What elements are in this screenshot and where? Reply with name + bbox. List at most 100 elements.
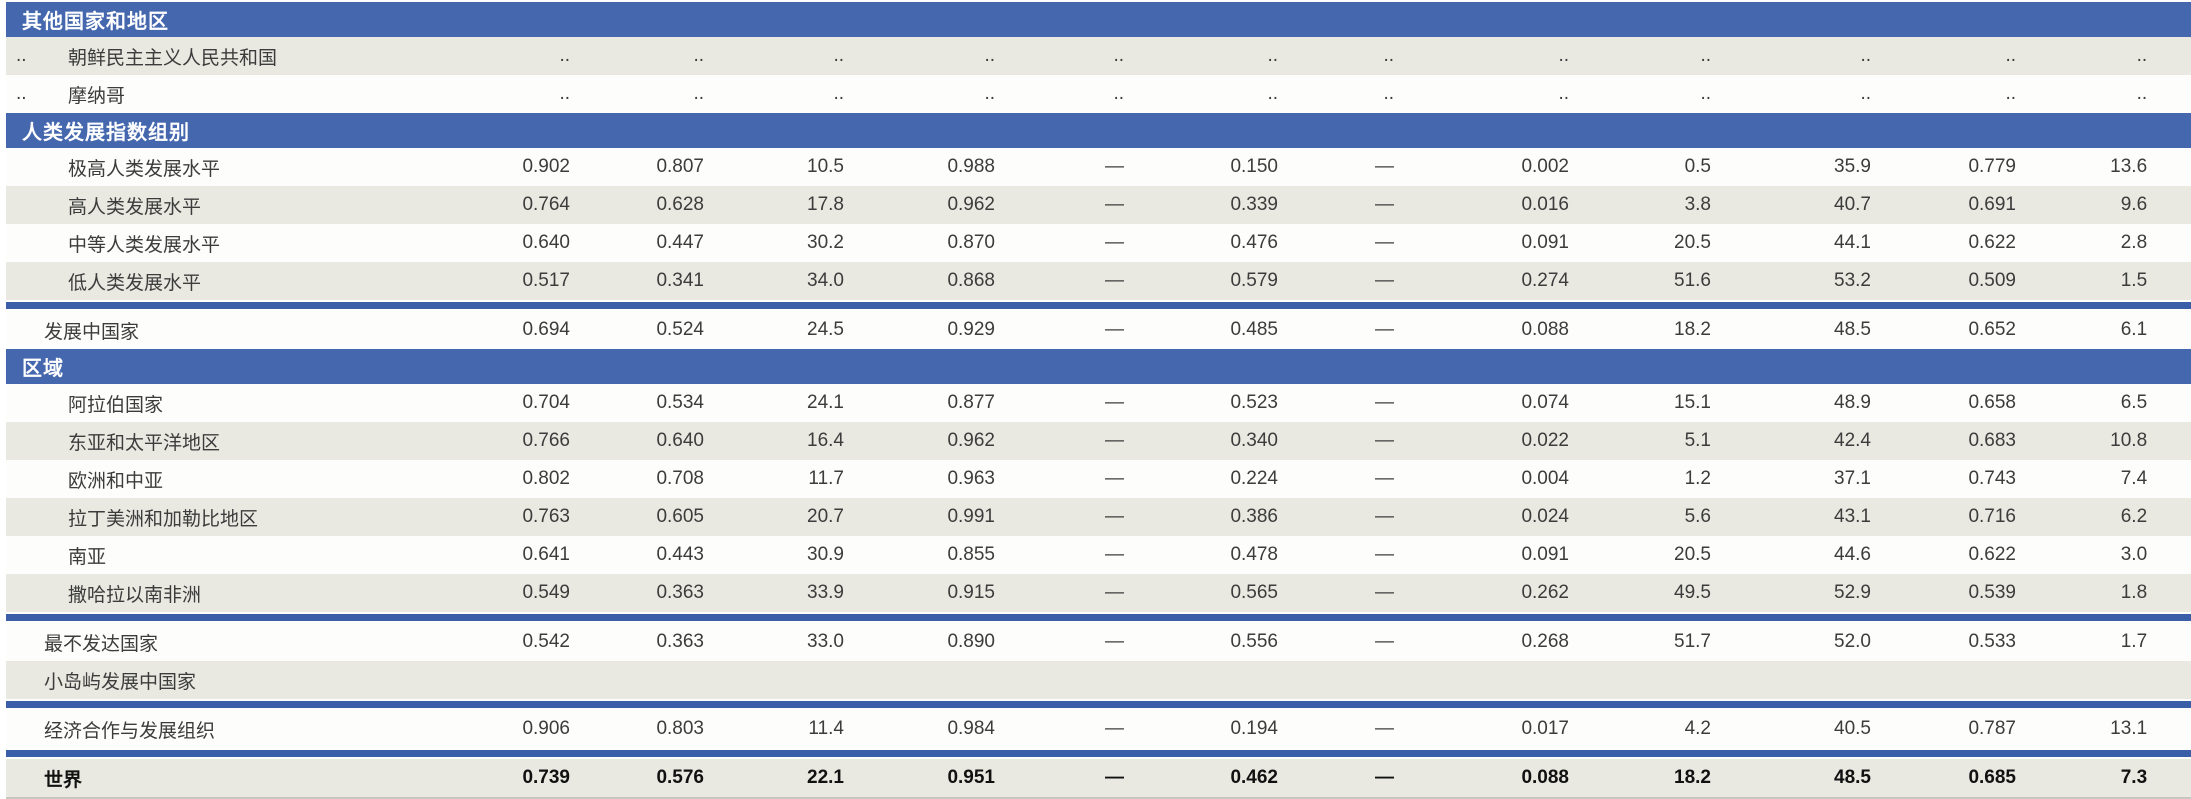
value-cell: — — [997, 574, 1126, 613]
value-cell: .. — [706, 75, 846, 113]
value-cell: 0.517 — [336, 262, 572, 301]
value-cell: 11.7 — [706, 460, 846, 498]
value-cell: 1.5 — [2018, 262, 2191, 301]
value-cell: 0.509 — [1873, 262, 2018, 301]
value-cell: 0.339 — [1126, 186, 1280, 224]
rank-cell — [6, 186, 36, 224]
value-cell: 52.9 — [1713, 574, 1873, 613]
value-cell: 40.5 — [1713, 709, 1873, 749]
value-cell: — — [1280, 758, 1396, 797]
value-cell — [1713, 661, 1873, 700]
value-cell: — — [1280, 709, 1396, 749]
row-name-cell: 最不发达国家 — [36, 622, 336, 661]
value-cell — [1873, 661, 2018, 700]
value-cell: 49.5 — [1571, 574, 1713, 613]
rank-cell — [6, 622, 36, 661]
table-row: 小岛屿发展中国家 — [6, 661, 2191, 700]
row-name-cell: 经济合作与发展组织 — [36, 709, 336, 749]
value-cell: 5.1 — [1571, 422, 1713, 460]
value-cell: .. — [1126, 37, 1280, 75]
value-cell: 6.2 — [2018, 498, 2191, 536]
value-cell: 0.902 — [336, 148, 572, 186]
value-cell: 0.539 — [1873, 574, 2018, 613]
value-cell: 0.091 — [1396, 536, 1571, 574]
value-cell: — — [1280, 622, 1396, 661]
rank-cell — [6, 460, 36, 498]
value-cell: 51.6 — [1571, 262, 1713, 301]
value-cell: 0.476 — [1126, 224, 1280, 262]
value-cell: — — [997, 310, 1126, 349]
value-cell: 48.5 — [1713, 758, 1873, 797]
table-row: 经济合作与发展组织 0.906 0.803 11.4 0.984—0.194—0.017… — [6, 709, 2191, 749]
value-cell: 0.622 — [1873, 536, 2018, 574]
row-name-cell: 拉丁美洲和加勒比地区 — [36, 498, 336, 536]
value-cell: 0.262 — [1396, 574, 1571, 613]
value-cell: — — [1280, 422, 1396, 460]
value-cell: 0.915 — [846, 574, 997, 613]
value-cell: 0.363 — [572, 574, 706, 613]
value-cell: .. — [706, 37, 846, 75]
value-cell: .. — [1873, 37, 2018, 75]
value-cell: 40.7 — [1713, 186, 1873, 224]
table-row: 极高人类发展水平 0.902 0.807 10.5 0.988—0.150—0.002 0… — [6, 148, 2191, 186]
value-cell: 0.524 — [572, 310, 706, 349]
value-cell: — — [997, 384, 1126, 422]
value-cell: 0.565 — [1126, 574, 1280, 613]
value-cell: 0.991 — [846, 498, 997, 536]
value-cell: 24.5 — [706, 310, 846, 349]
value-cell: 42.4 — [1713, 422, 1873, 460]
table-row: 南亚 0.641 0.443 30.9 0.855—0.478—0.091 20.5 44.… — [6, 536, 2191, 574]
value-cell: 24.1 — [706, 384, 846, 422]
value-cell: — — [997, 758, 1126, 797]
value-cell: 6.1 — [2018, 310, 2191, 349]
value-cell: 0.766 — [336, 422, 572, 460]
value-cell: 0.963 — [846, 460, 997, 498]
value-cell: 0.779 — [1873, 148, 2018, 186]
row-name-cell: 摩纳哥 — [36, 75, 336, 113]
value-cell: 48.5 — [1713, 310, 1873, 349]
value-cell: — — [997, 262, 1126, 301]
rank-cell — [6, 661, 36, 700]
value-cell: 0.984 — [846, 709, 997, 749]
value-cell: 0.622 — [1873, 224, 2018, 262]
value-cell: — — [997, 622, 1126, 661]
value-cell: — — [997, 498, 1126, 536]
value-cell: .. — [997, 75, 1126, 113]
value-cell: 0.017 — [1396, 709, 1571, 749]
value-cell: 0.363 — [572, 622, 706, 661]
value-cell: 0.988 — [846, 148, 997, 186]
value-cell: .. — [1280, 75, 1396, 113]
table-row: 东亚和太平洋地区 0.766 0.640 16.4 0.962—0.340—0.022 5… — [6, 422, 2191, 460]
value-cell: 6.5 — [2018, 384, 2191, 422]
value-cell: — — [1280, 460, 1396, 498]
value-cell: 1.7 — [2018, 622, 2191, 661]
value-cell: 0.929 — [846, 310, 997, 349]
value-cell: 0.194 — [1126, 709, 1280, 749]
value-cell: 0.091 — [1396, 224, 1571, 262]
value-cell: 0.004 — [1396, 460, 1571, 498]
value-cell: 0.462 — [1126, 758, 1280, 797]
value-cell — [336, 661, 572, 700]
value-cell: 0.628 — [572, 186, 706, 224]
value-cell: 1.2 — [1571, 460, 1713, 498]
row-name-cell: 极高人类发展水平 — [36, 148, 336, 186]
value-cell: 0.640 — [572, 422, 706, 460]
value-cell: 10.5 — [706, 148, 846, 186]
rank-cell: .. — [6, 37, 36, 75]
value-cell: 5.6 — [1571, 498, 1713, 536]
value-cell: — — [1280, 498, 1396, 536]
value-cell: .. — [572, 37, 706, 75]
value-cell: 7.3 — [2018, 758, 2191, 797]
value-cell: — — [997, 422, 1126, 460]
value-cell: 51.7 — [1571, 622, 1713, 661]
value-cell: 20.5 — [1571, 536, 1713, 574]
rank-cell — [6, 498, 36, 536]
report-table-page: 其他国家和地区.. 朝鲜民主主义人民共和国....................… — [6, 2, 2191, 799]
value-cell: 0.447 — [572, 224, 706, 262]
section-band-label: 人类发展指数组别 — [6, 113, 2191, 148]
value-cell: 0.716 — [1873, 498, 2018, 536]
table-row: 世界 0.739 0.576 22.1 0.951—0.462—0.088 18.2 48.… — [6, 758, 2191, 797]
value-cell: — — [1280, 384, 1396, 422]
value-cell: 0.658 — [1873, 384, 2018, 422]
value-cell: 0.870 — [846, 224, 997, 262]
